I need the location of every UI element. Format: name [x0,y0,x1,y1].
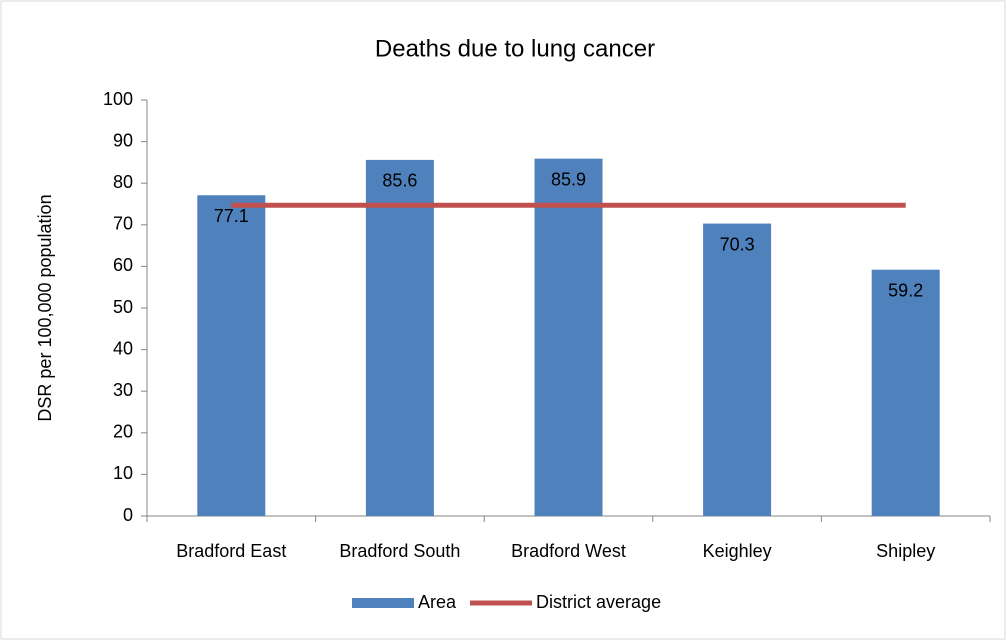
data-label: 85.6 [382,171,417,191]
y-tick-label: 50 [113,297,133,317]
bar [534,158,603,516]
y-tick-label: 100 [103,89,133,109]
x-tick-label: Bradford South [339,541,460,561]
bar [365,159,434,517]
y-tick-label: 90 [113,130,133,150]
chart-title: Deaths due to lung cancer [375,35,655,62]
y-tick-label: 0 [123,505,133,525]
data-label: 59.2 [888,280,923,300]
legend-swatch [352,598,414,608]
legend-label: Area [418,592,457,612]
y-tick-label: 30 [113,380,133,400]
bar [703,223,772,516]
x-tick-label: Keighley [703,541,772,561]
x-tick-label: Bradford East [176,541,286,561]
y-tick-label: 20 [113,422,133,442]
y-tick-label: 60 [113,255,133,275]
y-tick-label: 40 [113,338,133,358]
data-label: 70.3 [720,234,755,254]
y-tick-label: 10 [113,463,133,483]
bar [871,269,940,516]
legend-label: District average [536,592,661,612]
x-tick-label: Bradford West [511,541,626,561]
y-axis-label: DSR per 100,000 population [35,194,55,421]
y-tick-label: 70 [113,214,133,234]
data-label: 85.9 [551,169,586,189]
y-tick-label: 80 [113,172,133,192]
data-label: 77.1 [214,206,249,226]
bar [197,195,266,516]
x-tick-label: Shipley [876,541,935,561]
